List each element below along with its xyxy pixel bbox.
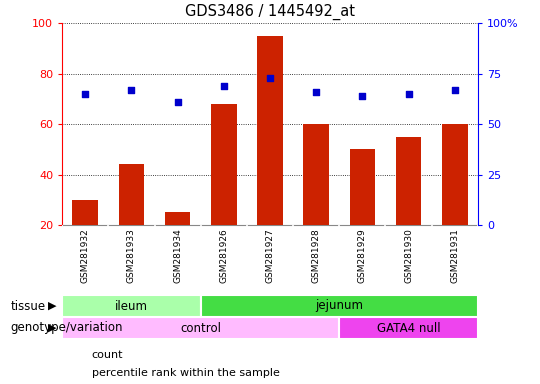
- Text: count: count: [92, 350, 123, 360]
- Text: tissue: tissue: [11, 300, 46, 313]
- Bar: [350, 149, 375, 225]
- Point: [219, 83, 228, 89]
- Bar: [72, 200, 98, 225]
- Text: GSM281931: GSM281931: [450, 228, 460, 283]
- Point: [127, 87, 136, 93]
- Title: GDS3486 / 1445492_at: GDS3486 / 1445492_at: [185, 4, 355, 20]
- Bar: [339, 317, 478, 339]
- Bar: [303, 124, 329, 225]
- Text: GSM281934: GSM281934: [173, 228, 182, 283]
- Text: GSM281928: GSM281928: [312, 228, 321, 283]
- Bar: [211, 104, 237, 225]
- Point: [173, 99, 182, 105]
- Point: [404, 91, 413, 97]
- Text: GATA4 null: GATA4 null: [377, 321, 441, 334]
- Bar: [62, 317, 339, 339]
- Text: jejunum: jejunum: [315, 300, 363, 313]
- Bar: [442, 124, 468, 225]
- Bar: [396, 137, 421, 225]
- Point: [450, 87, 459, 93]
- Text: ▶: ▶: [48, 323, 57, 333]
- Text: GSM281929: GSM281929: [358, 228, 367, 283]
- Point: [358, 93, 367, 99]
- Text: ileum: ileum: [115, 300, 148, 313]
- Bar: [201, 295, 478, 317]
- Text: control: control: [180, 321, 221, 334]
- Text: percentile rank within the sample: percentile rank within the sample: [92, 368, 280, 378]
- Point: [81, 91, 90, 97]
- Text: genotype/variation: genotype/variation: [11, 321, 123, 334]
- Text: GSM281933: GSM281933: [127, 228, 136, 283]
- Point: [312, 89, 321, 95]
- Text: GSM281932: GSM281932: [80, 228, 90, 283]
- Text: ▶: ▶: [48, 301, 57, 311]
- Text: GSM281926: GSM281926: [219, 228, 228, 283]
- Text: GSM281927: GSM281927: [266, 228, 274, 283]
- Bar: [62, 295, 201, 317]
- Bar: [257, 36, 283, 225]
- Bar: [165, 212, 190, 225]
- Bar: [119, 164, 144, 225]
- Text: GSM281930: GSM281930: [404, 228, 413, 283]
- Point: [266, 74, 274, 81]
